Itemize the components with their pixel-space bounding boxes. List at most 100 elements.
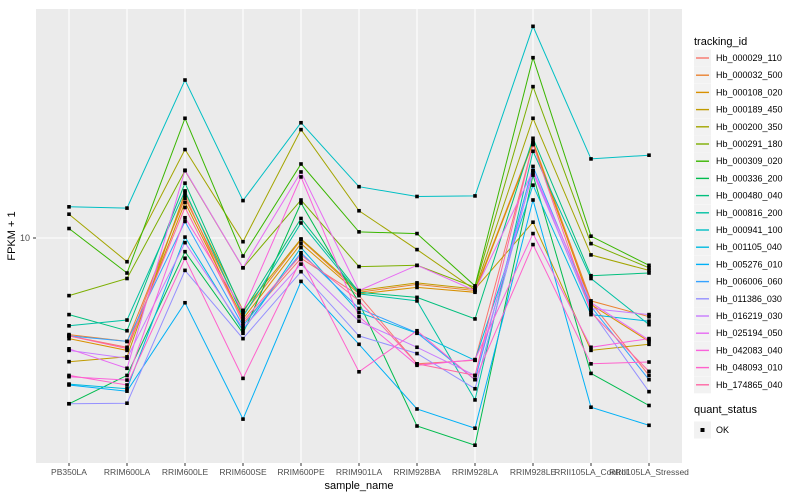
data-point-Hb_000291_180 [357, 264, 361, 269]
data-point-Hb_000309_020 [589, 234, 593, 239]
data-point-Hb_000816_200 [589, 276, 593, 281]
data-point-Hb_042083_040 [647, 336, 651, 341]
data-point-Hb_000200_350 [589, 253, 593, 257]
legend-label-Hb_005276_010: Hb_005276_010 [716, 259, 783, 269]
data-point-Hb_000480_040 [299, 216, 303, 221]
legend-label-Hb_000309_020: Hb_000309_020 [716, 156, 783, 166]
data-point-Hb_000200_350 [67, 212, 71, 216]
data-point-Hb_042083_040 [125, 378, 129, 382]
data-point-Hb_000480_040 [589, 273, 593, 278]
data-point-Hb_048093_010 [647, 360, 651, 364]
data-point-Hb_000032_500 [183, 196, 187, 201]
data-point-Hb_000108_020 [299, 241, 303, 246]
legend-label-Hb_174865_040: Hb_174865_040 [716, 380, 783, 390]
data-point-Hb_000189_450 [531, 220, 535, 225]
data-point-Hb_000816_200 [473, 398, 477, 402]
legend-label-Hb_000029_110: Hb_000029_110 [716, 53, 782, 63]
data-point-Hb_000480_040 [531, 136, 535, 141]
data-point-Hb_016219_030 [183, 240, 187, 245]
legend-label-Hb_000108_020: Hb_000108_020 [716, 87, 783, 97]
data-point-Hb_005276_010 [125, 389, 129, 393]
data-point-Hb_000816_200 [531, 149, 535, 154]
data-point-Hb_174865_040 [299, 253, 303, 257]
data-point-Hb_174865_040 [589, 310, 593, 315]
data-point-Hb_048093_010 [183, 256, 187, 261]
legend-label-Hb_006006_060: Hb_006006_060 [716, 277, 783, 287]
data-point-Hb_000032_500 [589, 299, 593, 303]
data-point-Hb_000029_110 [647, 373, 651, 378]
data-point-Hb_025194_050 [241, 266, 245, 270]
data-point-Hb_025194_050 [473, 288, 477, 293]
data-point-Hb_001105_040 [241, 328, 245, 333]
legend-label-Hb_000189_450: Hb_000189_450 [716, 105, 783, 115]
data-point-Hb_000816_200 [183, 189, 187, 193]
data-point-Hb_011386_030 [357, 334, 361, 338]
data-point-Hb_011386_030 [415, 351, 419, 356]
data-point-Hb_000291_180 [67, 293, 71, 298]
data-point-Hb_000200_350 [299, 127, 303, 132]
legend-label-Hb_042083_040: Hb_042083_040 [716, 345, 783, 355]
data-point-Hb_000941_100 [647, 153, 651, 157]
legend-label-Hb_048093_010: Hb_048093_010 [716, 363, 783, 373]
data-point-Hb_000816_200 [125, 318, 129, 322]
y-axis-title: FPKM + 1 [6, 211, 18, 260]
data-point-Hb_174865_040 [473, 373, 477, 378]
legend-label-Hb_000816_200: Hb_000816_200 [716, 208, 783, 218]
data-point-Hb_000336_200 [415, 424, 419, 428]
data-point-Hb_000189_450 [647, 342, 651, 347]
data-point-Hb_174865_040 [125, 346, 129, 351]
data-point-Hb_000309_020 [299, 162, 303, 166]
data-point-Hb_006006_060 [531, 164, 535, 169]
data-point-Hb_042083_040 [473, 357, 477, 362]
data-point-Hb_016219_030 [125, 356, 129, 360]
data-point-Hb_006006_060 [415, 330, 419, 335]
data-point-Hb_048093_010 [125, 383, 129, 387]
y-tick-label: 10 [20, 233, 30, 243]
data-point-Hb_000816_200 [67, 324, 71, 328]
data-point-Hb_016219_030 [241, 326, 245, 331]
data-point-Hb_000336_200 [357, 300, 361, 305]
data-point-Hb_000480_040 [415, 295, 419, 300]
data-point-Hb_000941_100 [473, 194, 477, 198]
data-point-Hb_000480_040 [183, 181, 187, 185]
data-point-Hb_001105_040 [299, 245, 303, 250]
x-tick-label-RRII105LA_Stressed: RRII105LA_Stressed [609, 467, 689, 477]
data-point-Hb_000200_350 [415, 247, 419, 252]
data-point-Hb_000189_450 [589, 348, 593, 353]
data-point-Hb_025194_050 [299, 170, 303, 174]
data-point-Hb_048093_010 [241, 376, 245, 381]
data-point-Hb_048093_010 [473, 377, 477, 382]
legend-label-ok: OK [716, 425, 729, 435]
data-point-Hb_000309_020 [183, 116, 187, 121]
data-point-Hb_000941_100 [415, 194, 419, 199]
data-point-Hb_000941_100 [125, 206, 129, 210]
data-point-Hb_000291_180 [299, 198, 303, 202]
data-point-Hb_000480_040 [67, 312, 71, 317]
legend-label-Hb_016219_030: Hb_016219_030 [716, 311, 783, 321]
x-tick-label-RRIM600LA: RRIM600LA [104, 467, 151, 477]
data-point-Hb_000941_100 [531, 24, 535, 29]
data-point-Hb_000336_200 [589, 371, 593, 376]
data-point-Hb_000029_110 [183, 193, 187, 198]
data-point-Hb_174865_040 [67, 334, 71, 338]
legend-label-Hb_000291_180: Hb_000291_180 [716, 139, 783, 149]
x-tick-label-RRII105LA_Control: RRII105LA_Control [554, 467, 628, 477]
data-point-Hb_042083_040 [531, 231, 535, 236]
data-point-Hb_000480_040 [125, 328, 129, 333]
data-point-Hb_001105_040 [589, 312, 593, 317]
data-point-Hb_042083_040 [183, 215, 187, 220]
data-point-Hb_000336_200 [125, 373, 129, 378]
data-point-Hb_011386_030 [125, 401, 129, 406]
data-point-Hb_025194_050 [67, 347, 71, 351]
data-point-Hb_000032_500 [241, 312, 245, 317]
data-point-Hb_000816_200 [647, 322, 651, 327]
data-point-Hb_011386_030 [241, 336, 245, 341]
data-point-Hb_000200_350 [183, 147, 187, 152]
data-point-Hb_016219_030 [299, 262, 303, 266]
data-point-Hb_000200_350 [531, 116, 535, 121]
x-tick-label-RRIM600SE: RRIM600SE [219, 467, 267, 477]
data-point-Hb_042083_040 [241, 308, 245, 313]
legend-label-Hb_001105_040: Hb_001105_040 [716, 242, 782, 252]
x-tick-label-RRIM928LE: RRIM928LE [510, 467, 557, 477]
